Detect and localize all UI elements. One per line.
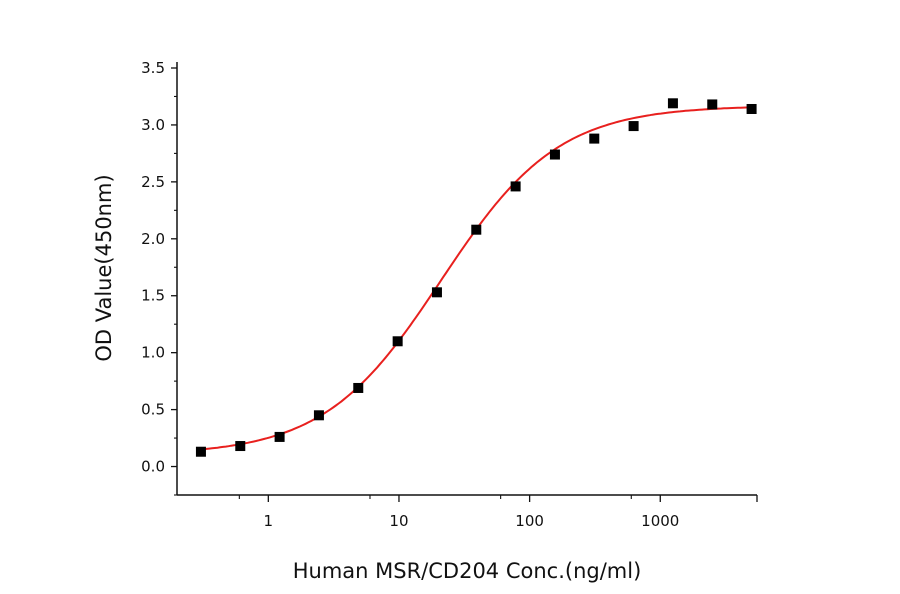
data-point (274, 431, 285, 442)
data-point (392, 336, 403, 347)
data-point (471, 224, 482, 235)
y-tick-label: 1.0 (141, 344, 165, 362)
y-tick-label: 3.5 (141, 59, 165, 77)
data-point (313, 410, 324, 421)
y-tick-label: 2.0 (141, 230, 165, 248)
data-point (707, 99, 718, 110)
axes: 0.0 0.5 1.0 1.5 2.0 2.5 3.0 3.5 1 10 100 1000 (141, 59, 758, 530)
x-tick-label: 10 (389, 512, 408, 530)
y-tick-label: 1.5 (141, 287, 165, 305)
data-point (746, 103, 757, 114)
y-axis-label: OD Value(450nm) (92, 174, 116, 361)
data-point (353, 382, 364, 393)
y-tick-label: 3.0 (141, 116, 165, 134)
data-point (628, 121, 639, 132)
x-tick-label: 1 (264, 512, 274, 530)
y-tick-label: 0.0 (141, 458, 165, 476)
y-tick-label: 0.5 (141, 401, 165, 419)
data-point (667, 98, 678, 109)
data-point (510, 181, 521, 192)
fit-curve (200, 106, 752, 451)
data-point (589, 133, 600, 144)
x-tick-label: 1000 (641, 512, 679, 530)
fit-curve-group (200, 106, 752, 451)
x-axis-label: Human MSR/CD204 Conc.(ng/ml) (293, 559, 642, 583)
data-point (431, 287, 442, 298)
data-point (235, 441, 246, 452)
data-point (549, 149, 560, 160)
data-point (195, 446, 206, 457)
x-tick-label: 100 (515, 512, 544, 530)
data-points (195, 98, 757, 457)
y-tick-label: 2.5 (141, 173, 165, 191)
